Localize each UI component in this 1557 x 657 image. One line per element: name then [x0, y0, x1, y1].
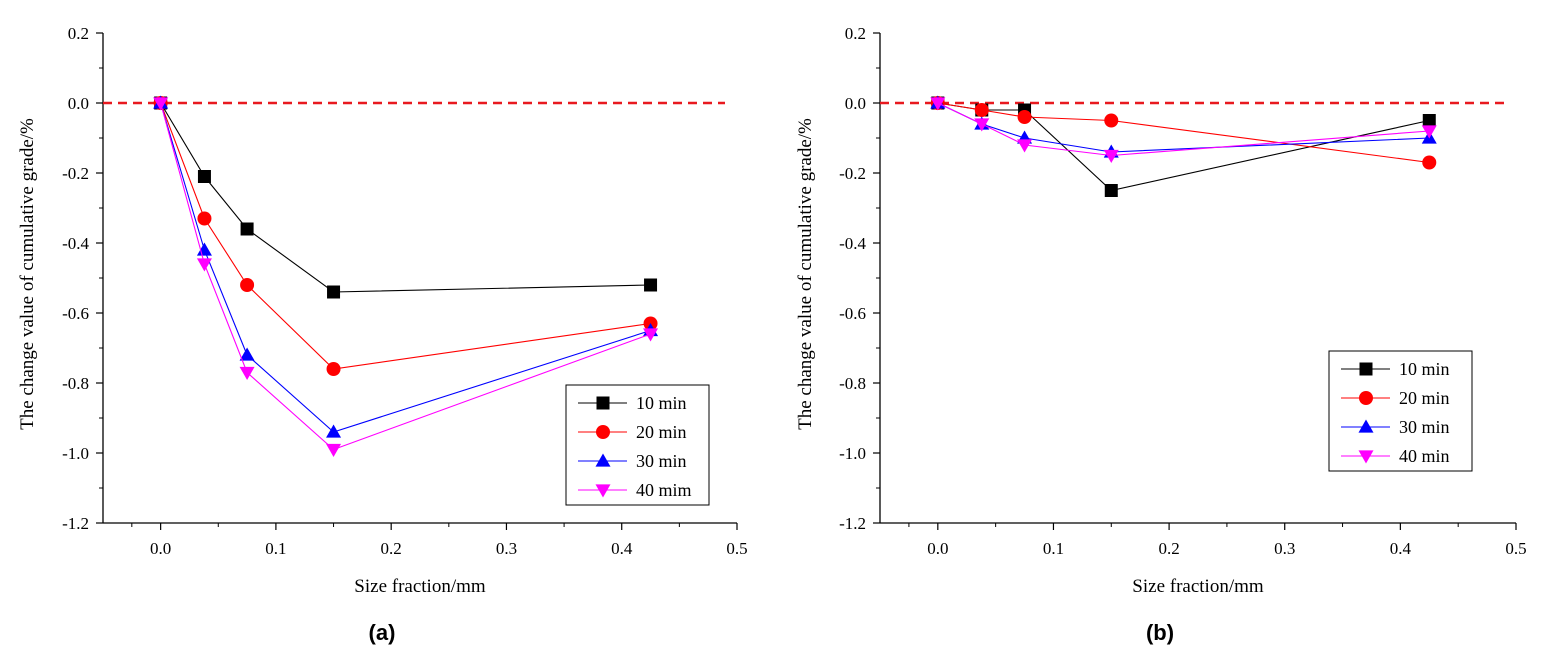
- legend-marker: [595, 484, 611, 498]
- data-point-40-min: [1017, 139, 1033, 153]
- data-point-20-min: [326, 362, 341, 376]
- data-point-10-min: [197, 170, 211, 183]
- series-line-10-min: [160, 102, 651, 293]
- legend-label: 10 min: [1399, 359, 1450, 379]
- y-axis-title: The change value of cumulative grade/%: [17, 118, 38, 430]
- y-tick-label: -0.2: [839, 164, 866, 183]
- panel-label: (b): [1146, 620, 1174, 645]
- y-tick-label: -0.4: [62, 234, 89, 253]
- series-line-20-min: [160, 102, 651, 370]
- legend-marker: [1359, 391, 1373, 405]
- y-tick-label: 0.2: [845, 24, 866, 43]
- y-tick-label: -1.2: [62, 514, 89, 533]
- legend-label: 20 min: [1399, 388, 1450, 408]
- data-point-20-min: [1422, 155, 1437, 170]
- x-tick-label: 0.5: [726, 539, 747, 558]
- legend-marker: [596, 425, 610, 439]
- y-tick-label: -0.8: [839, 374, 866, 393]
- data-point-20-min: [197, 211, 212, 226]
- legend-label: 30 min: [636, 451, 687, 471]
- y-tick-label: -1.0: [839, 444, 866, 463]
- data-point-10-min: [1104, 184, 1118, 197]
- data-point-20-min: [974, 103, 989, 117]
- panel-label: (a): [369, 620, 396, 645]
- legend-box: [565, 384, 710, 506]
- data-point-30-min: [326, 424, 342, 438]
- data-point-40-mim: [326, 443, 342, 457]
- data-point-10-min: [644, 278, 658, 292]
- legend-label: 30 min: [1399, 417, 1450, 437]
- x-tick-label: 0.0: [927, 539, 948, 558]
- y-tick-label: -1.2: [839, 514, 866, 533]
- data-point-30-min: [239, 347, 255, 361]
- x-tick-label: 0.2: [381, 539, 402, 558]
- x-tick-label: 0.5: [1505, 539, 1526, 558]
- data-point-40-min: [1421, 125, 1437, 139]
- data-point-40-min: [1103, 149, 1119, 163]
- x-tick-label: 0.4: [1390, 539, 1412, 558]
- y-tick-label: -1.0: [62, 444, 89, 463]
- y-tick-label: -0.4: [839, 234, 866, 253]
- legend-box: [1328, 350, 1473, 472]
- data-point-40-mim: [643, 328, 659, 342]
- x-axis-title: Size fraction/mm: [1132, 576, 1264, 597]
- y-tick-label: 0.0: [68, 94, 89, 113]
- series-line-20-min: [937, 102, 1430, 164]
- data-point-40-mim: [239, 366, 255, 380]
- data-point-10-min: [1422, 114, 1436, 127]
- y-tick-label: -0.6: [839, 304, 866, 323]
- data-point-40-min: [974, 118, 990, 132]
- legend-marker: [595, 453, 611, 467]
- chart-panel-b: 0.0 0.1 0.2 0.3 0.4 0.5 0.2 0.0 -0.2 -0.4 -0.6 -0.8…: [795, 24, 1527, 645]
- legend-label: 40 min: [1399, 446, 1450, 466]
- x-tick-label: 0.4: [611, 539, 633, 558]
- x-tick-label: 0.2: [1158, 539, 1179, 558]
- series-line-10-min: [937, 102, 1430, 192]
- y-tick-label: 0.2: [68, 24, 89, 43]
- y-tick-label: 0.0: [845, 94, 866, 113]
- y-tick-label: -0.8: [62, 374, 89, 393]
- series-line-40-min: [937, 102, 1430, 157]
- x-tick-label: 0.3: [496, 539, 517, 558]
- legend-label: 40 mim: [636, 480, 692, 500]
- legend-marker: [1358, 419, 1374, 433]
- y-axis-title: The change value of cumulative grade/%: [795, 118, 816, 430]
- x-axis-title: Size fraction/mm: [354, 576, 486, 597]
- legend-label: 10 min: [636, 393, 687, 413]
- data-point-30-min: [196, 242, 212, 256]
- data-point-20-min: [1017, 110, 1032, 124]
- chart-panel-a: 0.0 0.1 0.2 0.3 0.4 0.5 0.2 0.0 -0.2 -0.4 -0.6 -0.8…: [17, 24, 748, 645]
- y-tick-label: -0.6: [62, 304, 89, 323]
- data-point-10-min: [327, 285, 341, 299]
- legend-marker: [596, 396, 610, 410]
- x-tick-label: 0.1: [1043, 539, 1064, 558]
- data-point-40-min: [930, 97, 946, 111]
- legend-marker: [1359, 362, 1373, 376]
- x-tick-label: 0.1: [265, 539, 286, 558]
- data-point-10-min: [240, 222, 254, 236]
- series-line-30-min: [160, 102, 651, 433]
- data-point-20-min: [240, 278, 255, 292]
- data-point-40-mim: [153, 97, 169, 111]
- x-tick-label: 0.0: [150, 539, 171, 558]
- legend-label: 20 min: [636, 422, 687, 442]
- data-point-40-mim: [196, 258, 212, 272]
- legend-marker: [1358, 450, 1374, 464]
- x-tick-label: 0.3: [1274, 539, 1295, 558]
- data-point-20-min: [1104, 113, 1119, 128]
- y-tick-label: -0.2: [62, 164, 89, 183]
